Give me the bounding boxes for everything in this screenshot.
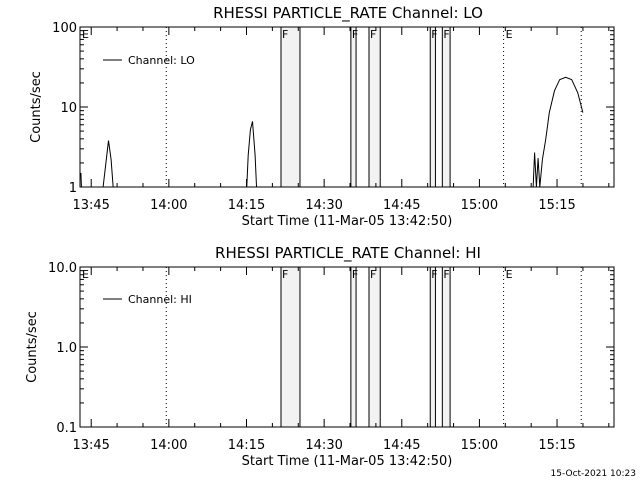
- panel-lo-y-axis-label: Counts/sec: [29, 71, 44, 143]
- flag-region: [350, 26, 357, 188]
- x-tick-label: 14:15: [228, 198, 265, 213]
- panel-hi-x-ticks: 13:45 14:00 14:15 14:30 14:45 15:00 15:15: [72, 267, 610, 453]
- flag-region: [429, 266, 436, 428]
- flag-region: [368, 266, 381, 428]
- panel-hi-legend: Channel: HI: [103, 293, 192, 306]
- flag-region-label: F: [443, 28, 449, 41]
- flag-region-label: F: [443, 268, 449, 281]
- panel-hi-title: RHESSI PARTICLE_RATE Channel: HI: [215, 244, 481, 263]
- y-tick-label: 0.1: [56, 421, 77, 436]
- flag-region: [429, 26, 436, 188]
- timestamp: 15-Oct-2021 10:23: [551, 469, 636, 479]
- flag-region-label: F: [370, 28, 376, 41]
- flag-region-label: F: [431, 268, 437, 281]
- panel-hi-y-axis-label: Counts/sec: [25, 311, 40, 383]
- x-tick-label: 14:00: [150, 438, 187, 453]
- y-tick-label: 10: [60, 101, 77, 116]
- flag-region-label: F: [370, 268, 376, 281]
- panel-hi-plot-frame: [79, 266, 615, 428]
- legend-entry-label: Channel: HI: [128, 293, 192, 306]
- dotted-marker-label: E: [506, 268, 513, 281]
- flag-region-label: F: [282, 28, 288, 41]
- flag-region: [441, 26, 451, 188]
- panel-lo-x-ticks: 13:45 14:00 14:15 14:30 14:45 15:00 15:15: [72, 27, 610, 213]
- x-tick-label: 14:00: [150, 198, 187, 213]
- dotted-marker-label: E: [82, 28, 89, 41]
- flag-region: [280, 26, 301, 188]
- x-tick-label: 13:45: [72, 198, 109, 213]
- panel-hi-y-ticks: 0.1 1.0 10.0: [48, 261, 614, 436]
- x-tick-label: 15:15: [538, 198, 575, 213]
- x-tick-label: 14:30: [305, 438, 342, 453]
- x-tick-label: 14:30: [305, 198, 342, 213]
- flag-region: [441, 266, 451, 428]
- panel-lo-x-axis-label: Start Time (11-Mar-05 13:42:50): [242, 214, 453, 229]
- legend-entry-label: Channel: LO: [128, 54, 195, 67]
- flag-region: [350, 266, 357, 428]
- flag-region: [280, 266, 301, 428]
- x-tick-label: 14:45: [383, 438, 420, 453]
- flag-region-label: F: [352, 28, 358, 41]
- dotted-marker-label: E: [82, 268, 89, 281]
- y-tick-label: 100: [52, 21, 77, 36]
- y-tick-label: 10.0: [48, 261, 77, 276]
- dotted-marker-label: E: [506, 28, 513, 41]
- flag-region-label: F: [282, 268, 288, 281]
- x-tick-label: 14:45: [383, 198, 420, 213]
- panel-lo-y-ticks: 1 10 100: [52, 21, 614, 196]
- panel-lo-title: RHESSI PARTICLE_RATE Channel: LO: [213, 4, 483, 23]
- x-tick-label: 15:00: [461, 198, 498, 213]
- y-tick-label: 1.0: [56, 341, 77, 356]
- x-tick-label: 14:15: [228, 438, 265, 453]
- flag-region: [368, 26, 381, 188]
- x-tick-label: 15:00: [461, 438, 498, 453]
- panel-lo-series: [80, 76, 584, 187]
- panel-hi-x-axis-label: Start Time (11-Mar-05 13:42:50): [242, 454, 453, 469]
- x-tick-label: 15:15: [538, 438, 575, 453]
- flag-region-label: F: [352, 268, 358, 281]
- series-line: [80, 76, 584, 187]
- panel-lo-legend: Channel: LO: [103, 54, 195, 67]
- flag-region-label: F: [431, 28, 437, 41]
- x-tick-label: 13:45: [72, 438, 109, 453]
- y-tick-label: 1: [69, 181, 77, 196]
